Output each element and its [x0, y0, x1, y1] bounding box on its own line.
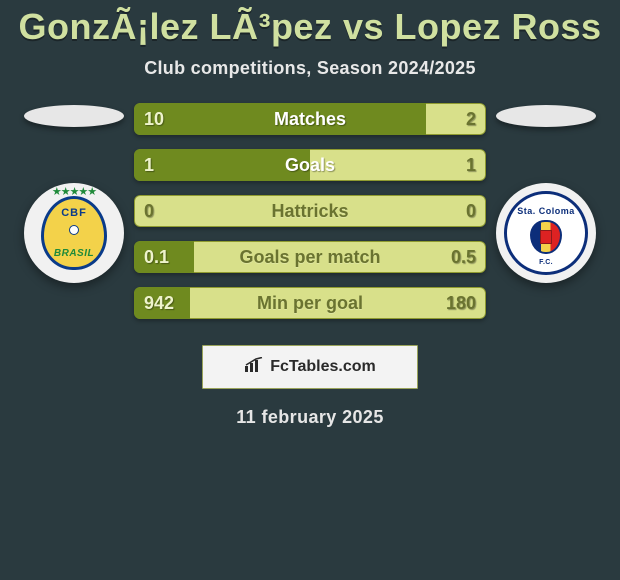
stat-label: Goals per match — [134, 241, 486, 273]
stat-bar: 11Goals — [134, 149, 486, 181]
flag-shield-icon — [530, 220, 562, 254]
crest-text-bottom: BRASIL — [44, 248, 104, 259]
santa-coloma-crest: Sta. Coloma F.C. — [504, 191, 588, 275]
stat-bar: 102Matches — [134, 103, 486, 135]
content-row: ★★★★★ CBF BRASIL 102Matches 11Goals 00Hatt… — [0, 103, 620, 319]
stat-label: Hattricks — [134, 195, 486, 227]
left-team-badge: ★★★★★ CBF BRASIL — [24, 183, 124, 283]
left-side: ★★★★★ CBF BRASIL — [14, 103, 134, 283]
stat-bar: 00Hattricks — [134, 195, 486, 227]
crest-text-bottom: F.C. — [507, 259, 585, 266]
comparison-card: GonzÃ¡lez LÃ³pez vs Lopez Ross Club comp… — [0, 0, 620, 580]
stat-bar: 942180Min per goal — [134, 287, 486, 319]
page-title: GonzÃ¡lez LÃ³pez vs Lopez Ross — [0, 0, 620, 48]
star-icon: ★★★★★ — [52, 185, 96, 198]
stat-label: Matches — [134, 103, 486, 135]
right-side: Sta. Coloma F.C. — [486, 103, 606, 283]
stat-bar: 0.10.5Goals per match — [134, 241, 486, 273]
brand-text: FcTables.com — [270, 358, 376, 376]
crest-text-top: Sta. Coloma — [507, 206, 585, 216]
brazil-cbf-crest: ★★★★★ CBF BRASIL — [41, 196, 107, 270]
chart-icon — [244, 357, 264, 378]
date-label: 11 february 2025 — [0, 407, 620, 428]
crest-text-top: CBF — [44, 207, 104, 219]
right-team-badge: Sta. Coloma F.C. — [496, 183, 596, 283]
right-player-disc — [496, 105, 596, 127]
stat-label: Min per goal — [134, 287, 486, 319]
stat-label: Goals — [134, 149, 486, 181]
page-subtitle: Club competitions, Season 2024/2025 — [0, 58, 620, 79]
left-player-disc — [24, 105, 124, 127]
stats-bars: 102Matches 11Goals 00Hattricks 0.10.5Goals … — [134, 103, 486, 319]
ball-icon — [69, 225, 79, 235]
brand-chip[interactable]: FcTables.com — [202, 345, 418, 389]
